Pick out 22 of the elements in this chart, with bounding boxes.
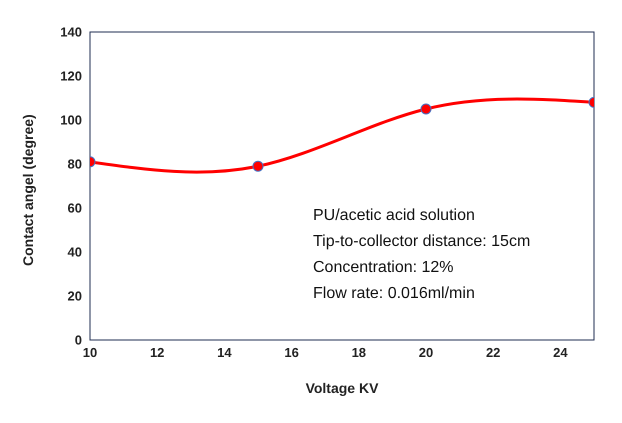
y-tick-label: 20: [68, 288, 82, 304]
x-tick-label: 24: [553, 345, 568, 360]
x-tick-label: 16: [284, 345, 299, 360]
y-tick-label: 140: [60, 24, 82, 40]
x-tick-label: 18: [352, 345, 366, 360]
y-axis-title: Contact angel (degree): [20, 114, 36, 266]
annotation: PU/acetic acid solution: [313, 206, 476, 226]
y-tick-label: 0: [74, 332, 82, 348]
y-tick-label: 60: [68, 200, 82, 216]
y-tick-label: 120: [60, 68, 82, 84]
y-tick-label: 80: [68, 156, 82, 172]
x-axis-title: Voltage KV: [306, 380, 380, 396]
y-tick-label: 100: [60, 112, 82, 128]
annotation: Concentration: 12%: [313, 258, 455, 278]
x-tick-label: 10: [82, 345, 98, 360]
annotation: Flow rate: 0.016ml/min: [313, 284, 476, 304]
y-tick-label: 40: [68, 244, 82, 260]
x-tick-label: 20: [418, 345, 434, 360]
x-tick-label: 12: [150, 345, 164, 360]
annotation: Tip-to-collector distance: 15cm: [313, 232, 530, 252]
x-tick-label: 22: [486, 345, 500, 360]
x-tick-label: 14: [217, 345, 232, 360]
